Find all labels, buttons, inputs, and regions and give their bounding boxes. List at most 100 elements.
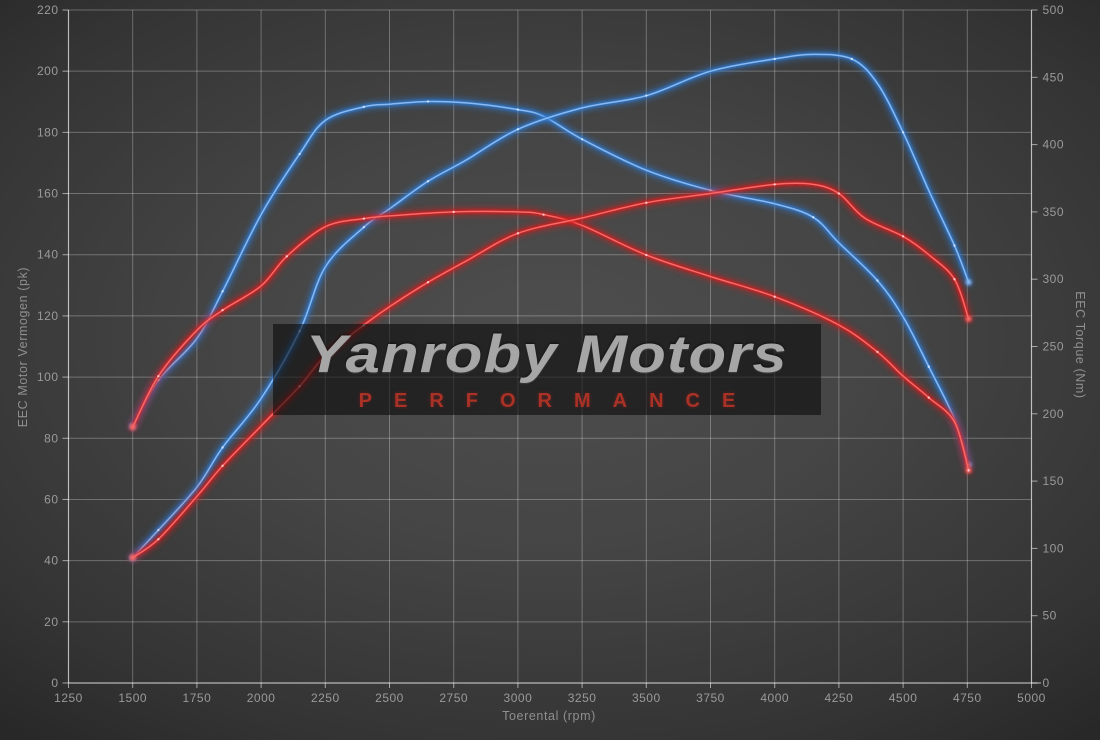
curve-marker-dot xyxy=(362,226,365,229)
curve-marker-dot xyxy=(876,350,879,354)
curve-marker-dot xyxy=(876,279,879,282)
y-left-tick-label: 180 xyxy=(37,125,59,139)
tick-labels: 0 20 40 60 80 100 120 140 160 180 200 220 0 50 100 150 2… xyxy=(37,3,1064,705)
x-tick-label: 1750 xyxy=(183,691,212,705)
curve-marker-dot xyxy=(645,94,648,97)
y-right-tick-label: 100 xyxy=(1043,541,1065,555)
x-tick-label: 4000 xyxy=(760,691,789,705)
curve-marker-dot xyxy=(580,138,584,141)
curve-marker-dot xyxy=(298,152,301,156)
curve-marker-dot xyxy=(516,108,520,111)
curve-marker-dot xyxy=(362,217,365,220)
y-right-tick-label: 300 xyxy=(1043,272,1065,286)
x-tick-label: 4250 xyxy=(825,691,854,705)
curve-marker-dot xyxy=(927,396,930,399)
y-right-tick-label: 400 xyxy=(1043,138,1065,152)
curve-red-torque xyxy=(128,206,974,475)
y-right-tick-label: 150 xyxy=(1043,474,1065,488)
x-tick-label: 1250 xyxy=(54,691,83,705)
curve-glow xyxy=(128,49,974,563)
curve-marker-dot xyxy=(221,446,224,449)
curve-marker-dot xyxy=(773,57,776,61)
y-left-tick-label: 220 xyxy=(37,3,59,17)
y-axis-title-left: EEC Motor Vermogen (pk) xyxy=(16,266,30,428)
x-tick-label: 3750 xyxy=(696,691,725,705)
curve-marker-dot xyxy=(221,290,224,293)
curve-marker-dot xyxy=(516,232,520,235)
y-left-tick-label: 200 xyxy=(37,64,59,78)
watermark-title: Yanroby Motors xyxy=(306,325,788,385)
x-tick-label: 1500 xyxy=(118,691,147,705)
curve-marker-dot xyxy=(812,216,815,219)
curve-endpoint xyxy=(965,315,972,323)
x-tick-label: 5000 xyxy=(1017,691,1046,705)
y-right-tick-label: 200 xyxy=(1043,407,1065,421)
curve-marker-dot xyxy=(927,365,930,368)
curve-marker-dot xyxy=(901,131,905,134)
curve-marker-dot xyxy=(221,309,224,312)
x-tick-label: 2750 xyxy=(439,691,468,705)
curve-marker-dot xyxy=(157,538,160,541)
x-tick-label: 3250 xyxy=(568,691,597,705)
curve-marker-dot xyxy=(426,180,430,183)
curve-marker-dot xyxy=(221,464,224,467)
x-axis-title: Toerental (rpm) xyxy=(502,709,596,723)
y-right-tick-label: 50 xyxy=(1043,609,1057,623)
x-tick-label: 3000 xyxy=(504,691,533,705)
curve-marker-dot xyxy=(285,255,288,258)
curve-endpoint xyxy=(965,279,972,286)
curve-endpoint xyxy=(129,424,136,431)
x-tick-label: 2500 xyxy=(375,691,404,705)
curve-marker-dot xyxy=(157,528,160,532)
curve-marker-dot xyxy=(426,100,430,103)
curve-core xyxy=(131,182,970,559)
x-tick-label: 4500 xyxy=(889,691,918,705)
y-left-tick-label: 0 xyxy=(51,676,58,690)
curve-endpoint xyxy=(129,554,136,561)
curve-marker-dot xyxy=(773,295,776,298)
curve-marker-dot xyxy=(645,201,648,204)
y-left-tick-label: 140 xyxy=(37,248,59,262)
x-tick-label: 3500 xyxy=(632,691,661,705)
curve-marker-dot xyxy=(516,128,520,131)
curve-marker-dot xyxy=(452,210,455,214)
curve-marker-dot xyxy=(837,192,841,195)
y-right-tick-label: 450 xyxy=(1043,70,1065,84)
x-tick-label: 2250 xyxy=(311,691,340,705)
curves xyxy=(128,49,974,563)
curve-body xyxy=(130,52,971,560)
y-left-tick-label: 60 xyxy=(44,492,58,506)
y-left-tick-label: 160 xyxy=(37,187,59,201)
curve-marker-dot xyxy=(426,281,430,284)
y-left-tick-label: 100 xyxy=(37,370,59,384)
curve-marker-dot xyxy=(953,244,956,247)
y-right-tick-label: 250 xyxy=(1043,340,1065,354)
y-left-tick-label: 120 xyxy=(37,309,59,323)
x-tick-label: 2000 xyxy=(247,691,276,705)
curve-marker-dot xyxy=(773,183,776,186)
y-right-tick-label: 350 xyxy=(1043,205,1065,219)
curve-marker-dot xyxy=(901,235,905,238)
curve-marker-dot xyxy=(362,105,365,109)
y-right-tick-label: 500 xyxy=(1043,3,1065,17)
watermark-subtitle: PERFORMANCE xyxy=(358,389,758,412)
curve-core xyxy=(131,210,970,472)
watermark-box: Yanroby Motors PERFORMANCE xyxy=(273,324,821,415)
x-tick-label: 4750 xyxy=(953,691,982,705)
curve-marker-dot xyxy=(967,469,970,472)
curve-marker-dot xyxy=(157,374,160,378)
curve-red-power xyxy=(128,178,974,563)
y-left-tick-label: 20 xyxy=(44,615,58,629)
curve-marker-dot xyxy=(645,253,648,257)
y-right-tick-label: 0 xyxy=(1043,676,1050,690)
y-left-tick-label: 80 xyxy=(44,431,58,445)
y-axis-title-right: EEC Torque (Nm) xyxy=(1073,291,1087,399)
gridlines xyxy=(68,9,1032,684)
curve-core xyxy=(131,53,970,559)
curve-blue-power xyxy=(128,49,974,563)
curve-marker-dot xyxy=(850,57,853,61)
curve-marker-dot xyxy=(953,278,956,281)
curve-marker-dot xyxy=(542,213,545,216)
